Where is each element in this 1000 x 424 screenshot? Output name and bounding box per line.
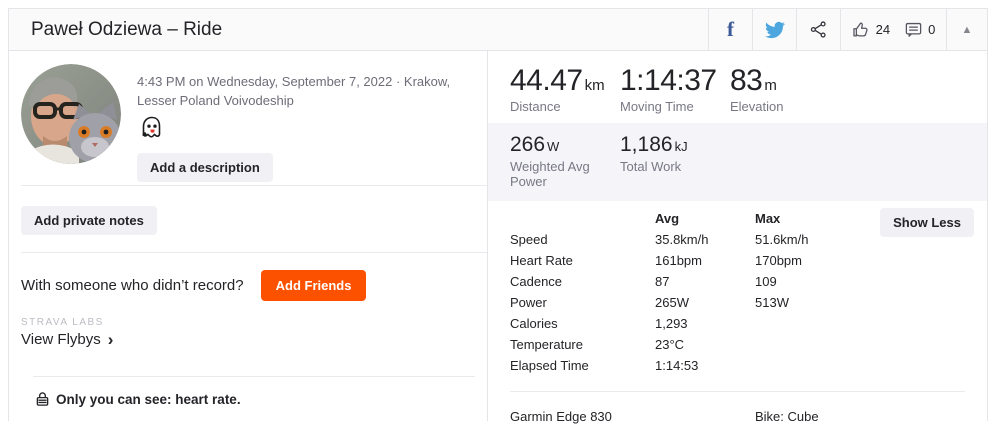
section-divider bbox=[21, 252, 487, 253]
elevation-value: 83 bbox=[730, 64, 763, 97]
stats-table: Avg Max Speed 35.8km/h 51.6km/h Heart Ra… bbox=[510, 211, 965, 379]
comments-button[interactable]: 0 bbox=[904, 20, 935, 39]
weighted-power-unit: W bbox=[547, 139, 560, 154]
distance-unit: km bbox=[584, 77, 605, 94]
stat-row-label: Cadence bbox=[510, 274, 563, 289]
kudos-count: 24 bbox=[875, 22, 891, 37]
stat-row-max: 51.6km/h bbox=[755, 232, 809, 247]
view-flybys-link[interactable]: View Flybys › bbox=[21, 331, 113, 348]
page-title: Paweł Odziewa – Ride bbox=[31, 18, 223, 40]
table-row-elapsed-time: Elapsed Time 1:14:53 bbox=[510, 358, 965, 379]
stat-distance: 44.47 km Distance bbox=[510, 64, 620, 114]
stat-row-max: 170bpm bbox=[755, 253, 802, 268]
stat-row-label: Elapsed Time bbox=[510, 358, 589, 373]
table-row-power: Power 265W 513W bbox=[510, 295, 965, 316]
stat-row-avg: 1:14:53 bbox=[655, 358, 699, 373]
activity-title-ghost-emoji-icon bbox=[137, 114, 477, 144]
bike-name: Bike: Cube bbox=[755, 409, 819, 424]
thumbs-up-icon bbox=[852, 22, 868, 37]
stat-row-avg: 265W bbox=[655, 295, 689, 310]
add-private-notes-button[interactable]: Add private notes bbox=[21, 206, 157, 235]
max-column-header: Max bbox=[755, 211, 781, 226]
facebook-icon: f bbox=[727, 17, 734, 41]
activity-card: Paweł Odziewa – Ride f 24 bbox=[8, 8, 988, 424]
elevation-unit: m bbox=[764, 77, 777, 94]
add-description-button[interactable]: Add a description bbox=[137, 152, 273, 182]
stat-row-avg: 23°C bbox=[655, 337, 685, 352]
chevron-up-icon: ▲ bbox=[961, 23, 973, 36]
secondary-stats: 266 W Weighted Avg Power 1,186 kJ Total Wo… bbox=[488, 123, 987, 201]
table-row-cadence: Cadence 87 109 bbox=[510, 274, 965, 295]
athlete-photo bbox=[21, 64, 121, 164]
stat-row-label: Power bbox=[510, 295, 547, 310]
comment-count: 0 bbox=[928, 22, 936, 37]
table-header-row: Avg Max bbox=[510, 211, 965, 232]
total-work-label: Total Work bbox=[620, 159, 682, 174]
stat-row-label: Calories bbox=[510, 316, 558, 331]
facebook-share-button[interactable]: f bbox=[708, 9, 752, 50]
total-work-value: 1,186 bbox=[620, 133, 673, 156]
lock-icon bbox=[36, 392, 49, 406]
share-button[interactable] bbox=[796, 9, 840, 50]
strava-labs-tag: STRAVA LABS bbox=[21, 317, 104, 328]
chevron-right-icon: › bbox=[107, 330, 114, 349]
avg-column-header: Avg bbox=[655, 211, 680, 226]
table-row-calories: Calories 1,293 bbox=[510, 316, 965, 337]
stat-elevation: 83 m Elevation bbox=[730, 64, 840, 114]
activity-meta: 4:43 PM on Wednesday, September 7, 2022 … bbox=[137, 74, 451, 108]
add-friends-button[interactable]: Add Friends bbox=[260, 270, 367, 301]
primary-stats: 44.47 km Distance 1:14:37 Moving Time 83 m… bbox=[488, 51, 987, 123]
stat-row-label: Heart Rate bbox=[510, 253, 573, 268]
moving-time-label: Moving Time bbox=[620, 99, 694, 114]
stat-row-label: Temperature bbox=[510, 337, 583, 352]
share-icon bbox=[810, 21, 826, 38]
kudos-button[interactable]: 24 bbox=[852, 20, 890, 39]
elevation-label: Elevation bbox=[730, 99, 784, 114]
device-name: Garmin Edge 830 bbox=[510, 409, 612, 424]
social-summary: 24 0 bbox=[840, 9, 946, 50]
twitter-share-button[interactable] bbox=[752, 9, 796, 50]
activity-stats-panel: 44.47 km Distance 1:14:37 Moving Time 83 m… bbox=[487, 51, 987, 424]
friend-prompt-text: With someone who didn’t record? bbox=[21, 277, 244, 294]
distance-value: 44.47 bbox=[510, 64, 583, 97]
show-less-button[interactable]: Show Less bbox=[880, 208, 974, 237]
avatar[interactable] bbox=[21, 64, 121, 164]
stat-total-work: 1,186 kJ Total Work bbox=[620, 133, 730, 189]
weighted-power-label: Weighted Avg Power bbox=[510, 159, 590, 189]
section-divider bbox=[21, 185, 487, 186]
stat-row-label: Speed bbox=[510, 232, 548, 247]
table-row-temperature: Temperature 23°C bbox=[510, 337, 965, 358]
collapse-header-button[interactable]: ▲ bbox=[946, 9, 987, 50]
view-flybys-label: View Flybys bbox=[21, 331, 101, 348]
twitter-icon bbox=[764, 21, 785, 38]
activity-header: Paweł Odziewa – Ride f 24 bbox=[9, 9, 987, 51]
stat-row-avg: 161bpm bbox=[655, 253, 702, 268]
moving-time-value: 1:14:37 bbox=[620, 64, 717, 97]
stat-row-avg: 1,293 bbox=[655, 316, 688, 331]
stat-row-max: 513W bbox=[755, 295, 789, 310]
stat-row-avg: 35.8km/h bbox=[655, 232, 709, 247]
table-row-heart-rate: Heart Rate 161bpm 170bpm bbox=[510, 253, 965, 274]
table-row-speed: Speed 35.8km/h 51.6km/h bbox=[510, 232, 965, 253]
weighted-power-value: 266 bbox=[510, 133, 546, 156]
stat-row-max: 109 bbox=[755, 274, 777, 289]
activity-summary-panel: 4:43 PM on Wednesday, September 7, 2022 … bbox=[9, 51, 487, 421]
distance-label: Distance bbox=[510, 99, 561, 114]
stat-row-avg: 87 bbox=[655, 274, 670, 289]
total-work-unit: kJ bbox=[674, 139, 688, 154]
comment-icon bbox=[905, 22, 922, 37]
gear-section: Garmin Edge 830 Bike: Cube bbox=[510, 391, 965, 424]
stat-weighted-power: 266 W Weighted Avg Power bbox=[510, 133, 620, 189]
privacy-note: Only you can see: heart rate. bbox=[56, 391, 241, 407]
stat-moving-time: 1:14:37 Moving Time bbox=[620, 64, 730, 114]
stats-details-section: Show Less Avg Max Speed 35.8km/h 51.6km/… bbox=[488, 201, 987, 379]
